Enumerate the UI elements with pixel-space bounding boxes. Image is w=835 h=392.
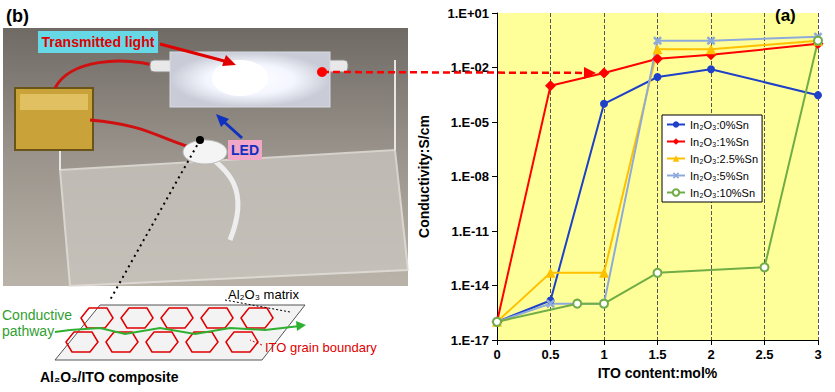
svg-text:1.E-11: 1.E-11 [451, 224, 489, 239]
svg-text:In₂O₃:1%Sn: In₂O₃:1%Sn [690, 136, 749, 148]
svg-text:LED: LED [231, 142, 259, 158]
svg-text:In₂O₃:0%Sn: In₂O₃:0%Sn [690, 119, 749, 131]
svg-text:1.E-17: 1.E-17 [451, 333, 489, 348]
svg-text:ITO content:mol%: ITO content:mol% [598, 365, 718, 381]
svg-text:ITO grain boundary: ITO grain boundary [265, 340, 377, 355]
svg-text:1.5: 1.5 [648, 347, 666, 362]
svg-text:1.E-02: 1.E-02 [450, 60, 489, 75]
svg-text:(b): (b) [6, 6, 29, 26]
svg-text:pathway: pathway [2, 323, 54, 339]
svg-text:2: 2 [707, 347, 714, 362]
svg-text:In₂O₃:10%Sn: In₂O₃:10%Sn [690, 187, 755, 199]
svg-text:2.5: 2.5 [755, 347, 773, 362]
svg-text:Conductive: Conductive [2, 307, 72, 323]
svg-text:0: 0 [493, 347, 500, 362]
svg-text:1.E-14: 1.E-14 [451, 278, 490, 293]
svg-text:In₂O₃:5%Sn: In₂O₃:5%Sn [690, 170, 749, 182]
svg-text:Conductivity:S/cm: Conductivity:S/cm [416, 115, 432, 238]
svg-text:1.E+01: 1.E+01 [447, 6, 489, 21]
svg-text:Al₂O₃ matrix: Al₂O₃ matrix [228, 287, 300, 302]
svg-text:3: 3 [814, 347, 821, 362]
svg-text:1.E-08: 1.E-08 [451, 169, 489, 184]
svg-text:In₂O₃:2.5%Sn: In₂O₃:2.5%Sn [690, 153, 758, 165]
svg-text:Transmitted light: Transmitted light [42, 34, 155, 50]
svg-text:1: 1 [600, 347, 607, 362]
svg-text:0.5: 0.5 [541, 347, 559, 362]
svg-text:(a): (a) [775, 6, 796, 25]
svg-text:Al₂O₃/ITO composite: Al₂O₃/ITO composite [40, 369, 179, 385]
svg-text:1.E-05: 1.E-05 [451, 115, 489, 130]
